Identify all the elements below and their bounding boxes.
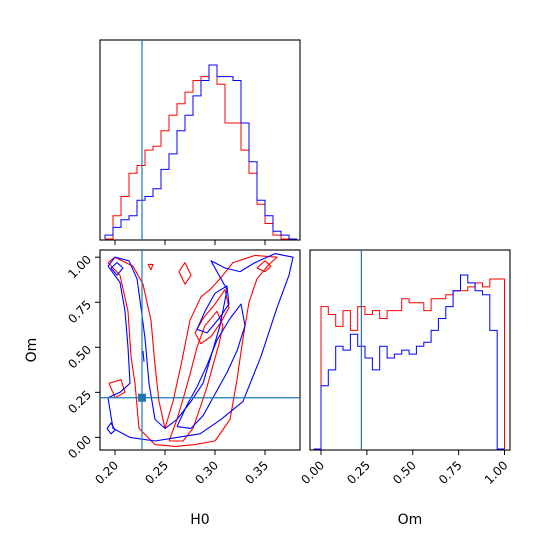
hist-om-series-2 [313, 274, 505, 450]
hist-om-x-tick-label-1: 0.25 [344, 458, 373, 487]
contour-series-2-level-5 [106, 422, 116, 435]
joint-panel: 0.20 0.25 0.30 0.35 0.00 0.25 0.50 0.75 1.00 H0… [24, 249, 301, 528]
joint-x-tick-label-3: 0.35 [242, 458, 271, 487]
joint-frame [99, 249, 301, 451]
contour-series-1-level-2 [168, 310, 224, 442]
hist-h0-ticks [114, 240, 266, 245]
hist-h0-series [104, 64, 297, 240]
joint-yticks: 0.00 0.25 0.50 0.75 1.00 [65, 252, 100, 461]
joint-ylabel: Om [24, 338, 40, 363]
joint-x-tick-label-1: 0.25 [142, 458, 171, 487]
contour-series-2-level-4 [142, 350, 145, 362]
hist-om-panel: 0.00 0.25 0.50 0.75 1.00 Om [298, 249, 511, 528]
hist-om-series-1 [313, 278, 505, 450]
contour-series-1-level-4 [178, 262, 192, 285]
hist-om-xlabel: Om [398, 512, 423, 528]
hist-om-x-tick-label-4: 1.00 [482, 458, 511, 487]
contour-series-2-level-2 [176, 303, 246, 429]
contour-series-2-level-1 [107, 253, 294, 442]
joint-y-tick-label-1: 0.25 [65, 388, 94, 417]
contour-series-1-level-6 [108, 379, 126, 399]
contour-series-1-level-3 [194, 289, 230, 345]
joint-y-tick-label-3: 0.75 [65, 297, 94, 326]
joint-y-tick-label-2: 0.50 [65, 343, 94, 372]
hist-om-frame [309, 249, 511, 451]
hist-om-x-tick-label-2: 0.50 [390, 458, 419, 487]
hist-om-x-tick-label-3: 0.75 [436, 458, 465, 487]
hist-h0-series-1 [105, 64, 297, 240]
hist-om-x-tick-label-0: 0.00 [298, 458, 327, 487]
joint-contours [106, 253, 294, 447]
contour-series-1-level-5 [256, 260, 272, 273]
hist-om-xticks: 0.00 0.25 0.50 0.75 1.00 [298, 450, 511, 487]
joint-contour-set [106, 253, 294, 447]
contour-series-2-level-3 [196, 285, 230, 334]
hist-h0-frame [99, 39, 301, 241]
hist-om-series [313, 274, 505, 450]
joint-x-tick-label-0: 0.20 [92, 458, 121, 487]
joint-y-tick-label-4: 1.00 [65, 252, 94, 281]
truth-marker [138, 393, 146, 402]
hist-h0-series-2 [104, 64, 297, 240]
contour-series-1-level-1 [107, 254, 278, 447]
hist-h0-panel [99, 39, 301, 245]
contour-series-2-level-6 [110, 262, 124, 276]
joint-y-tick-label-0: 0.00 [65, 433, 94, 462]
joint-x-tick-label-2: 0.30 [192, 458, 221, 487]
joint-xticks: 0.20 0.25 0.30 0.35 [92, 450, 271, 487]
contour-series-1-level-7 [147, 263, 154, 271]
joint-xlabel: H0 [190, 512, 209, 528]
